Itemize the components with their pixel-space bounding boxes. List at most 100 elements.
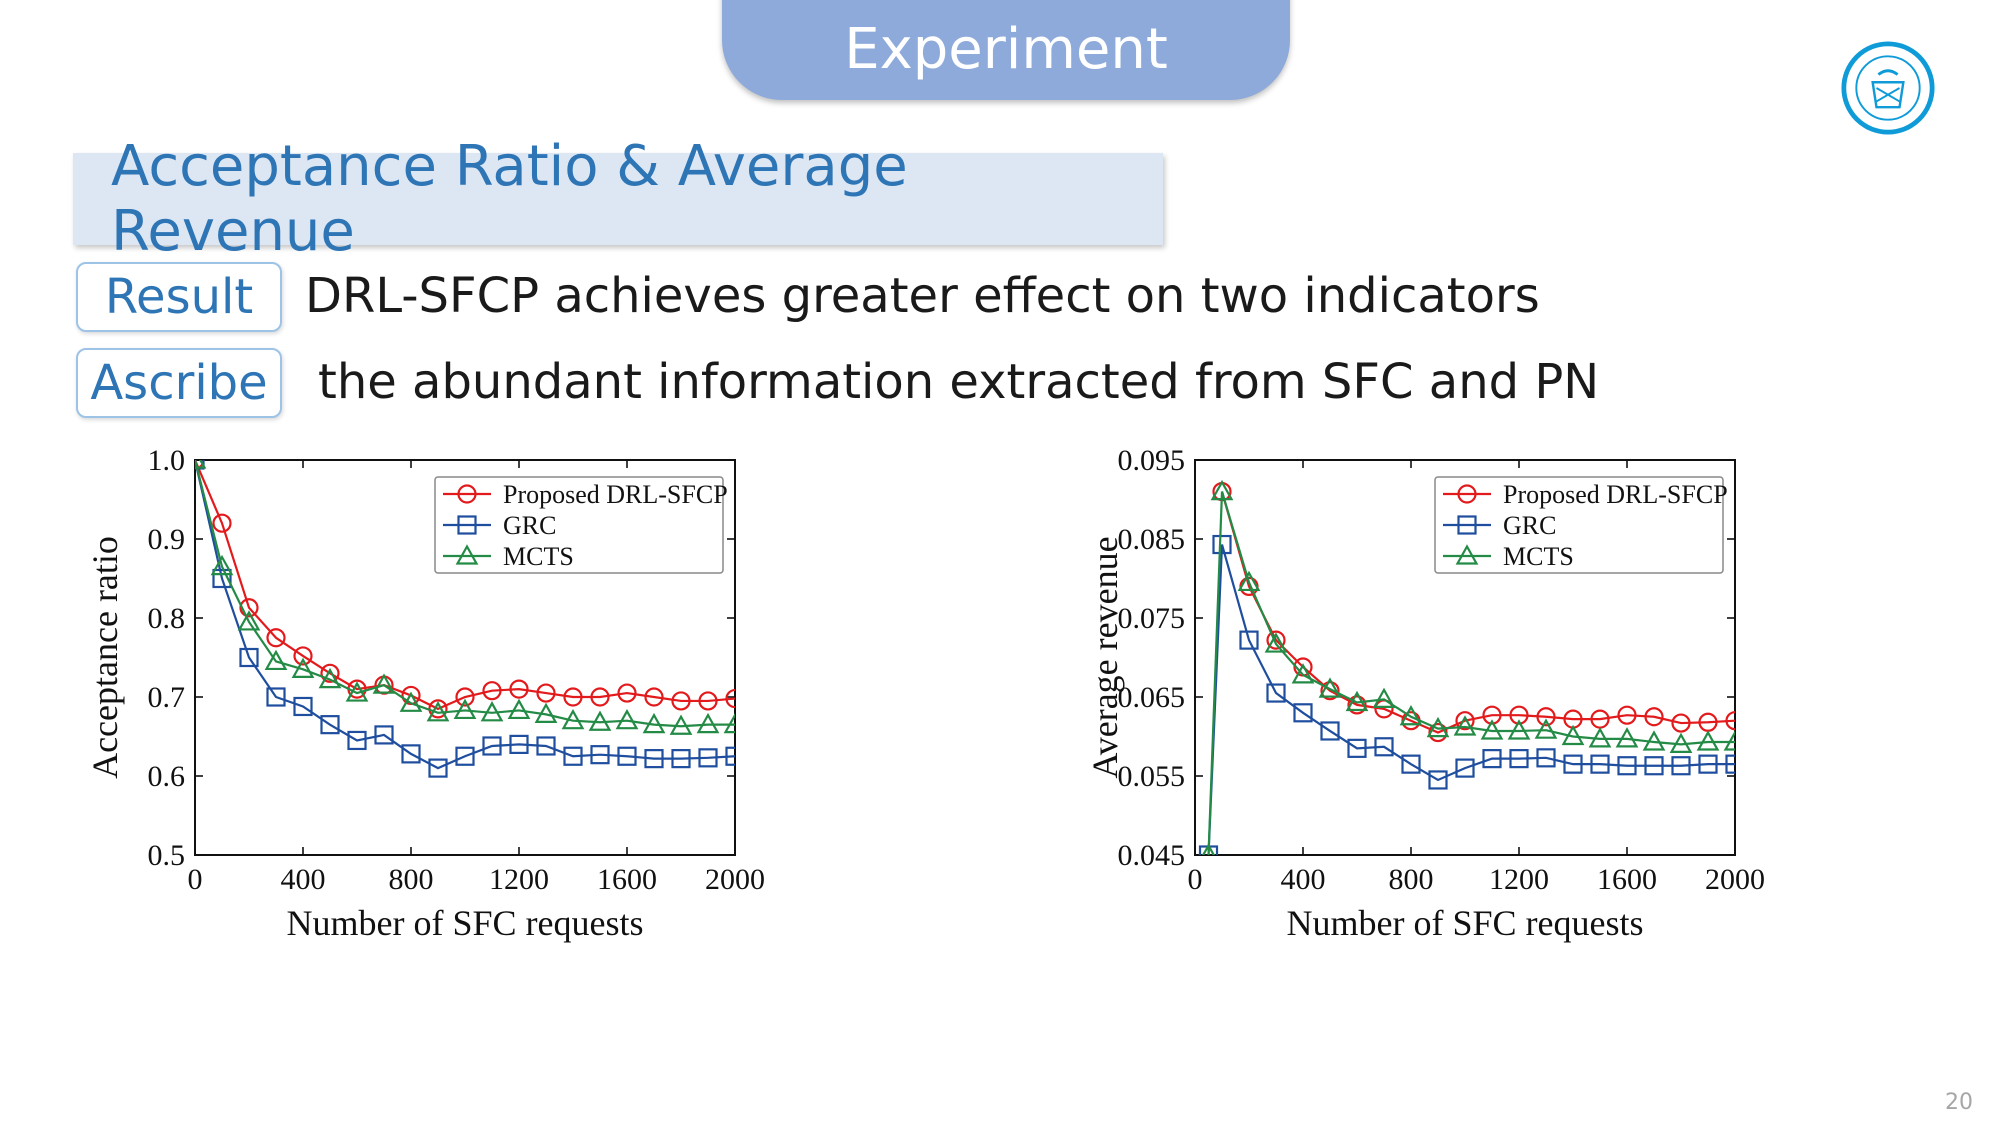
data-point-circle — [617, 683, 637, 703]
y-tick-label: 0.055 — [1118, 760, 1186, 793]
data-point-triangle — [1534, 718, 1558, 739]
legend-entry: Proposed DRL-SFCP — [503, 480, 728, 509]
data-point-triangle — [1642, 730, 1666, 751]
result-text: DRL-SFCP achieves greater effect on two … — [305, 268, 1540, 324]
data-point-triangle — [1507, 719, 1531, 740]
ascribe-text: the abundant information extracted from … — [318, 354, 1600, 410]
plot-frame — [194, 459, 736, 856]
data-point-square — [455, 746, 475, 766]
average-revenue-chart: 0 400 800 1200 1600 2000 0.045 0.055 0.065 0.075 0… — [1085, 445, 1765, 943]
data-point-square — [1536, 748, 1556, 768]
data-point-triangle — [1588, 727, 1612, 748]
data-point-triangle — [453, 698, 477, 720]
y-tick-label: 0.8 — [148, 602, 186, 635]
x-axis-label: Number of SFC requests — [1287, 903, 1644, 943]
data-point-circle — [590, 687, 610, 707]
data-point-square — [698, 748, 718, 768]
data-point-circle — [671, 691, 691, 711]
data-point-square — [536, 736, 556, 756]
data-point-circle — [455, 687, 475, 707]
data-point-circle — [1536, 707, 1556, 727]
data-point-circle — [1347, 695, 1367, 715]
legend-entry: Proposed DRL-SFCP — [1503, 480, 1728, 509]
legend-entry: GRC — [1503, 511, 1556, 540]
header-title: Experiment — [844, 16, 1168, 82]
data-point-square — [482, 736, 502, 756]
legend-marker-triangle — [1455, 544, 1479, 565]
data-point-square — [1401, 754, 1421, 774]
data-point-circle — [212, 513, 232, 533]
section-title: Acceptance Ratio & Average Revenue — [73, 134, 1163, 264]
x-tick-label: 1600 — [1597, 863, 1657, 896]
data-point-square — [590, 745, 610, 765]
data-point-triangle — [1210, 479, 1234, 501]
x-tick-label: 1600 — [597, 863, 657, 896]
data-point-triangle — [1318, 677, 1342, 698]
data-point-square — [1212, 534, 1232, 555]
result-tag-label: Result — [104, 269, 254, 325]
data-point-triangle — [615, 708, 639, 730]
x-tick-label: 400 — [1281, 863, 1326, 896]
ascribe-tag: Ascribe — [76, 348, 282, 418]
data-point-triangle — [642, 712, 666, 734]
data-point-square — [671, 749, 691, 769]
university-logo-icon — [1841, 41, 1935, 135]
data-point-circle — [1644, 707, 1664, 727]
data-point-circle — [644, 687, 664, 707]
data-point-square — [347, 730, 367, 751]
data-point-triangle — [1426, 716, 1450, 738]
x-tick-label: 1200 — [1489, 863, 1549, 896]
data-point-square — [293, 696, 313, 717]
data-point-square — [617, 746, 637, 766]
y-axis-label: Acceptance ratio — [85, 536, 125, 779]
data-point-triangle — [399, 691, 423, 712]
data-point-triangle — [318, 667, 342, 689]
data-point-triangle — [1723, 730, 1735, 751]
data-point-triangle — [1453, 715, 1477, 736]
legend-marker-circle — [457, 484, 477, 504]
data-point-triangle — [1561, 724, 1585, 746]
data-point-circle — [293, 646, 313, 666]
x-tick-label: 2000 — [705, 863, 765, 896]
data-point-square — [1428, 770, 1448, 790]
ascribe-tag-label: Ascribe — [90, 355, 268, 411]
data-point-triangle — [1615, 727, 1639, 748]
y-axis-label: Average revenue — [1085, 536, 1125, 778]
data-point-circle — [1320, 681, 1340, 701]
x-tick-label: 2000 — [1705, 863, 1765, 896]
x-tick-label: 800 — [1389, 863, 1434, 896]
data-point-triangle — [1264, 632, 1288, 653]
data-point-square — [1266, 683, 1286, 703]
series-line-square — [1207, 544, 1735, 855]
header-tab: Experiment — [722, 0, 1290, 100]
legend-entry: MCTS — [503, 542, 574, 571]
series-line-circle — [1220, 491, 1735, 734]
data-point-triangle — [1372, 687, 1396, 708]
legend-box — [1434, 476, 1724, 574]
legend-marker-square — [1457, 515, 1477, 535]
data-point-triangle — [1480, 719, 1504, 740]
plot-area — [195, 460, 735, 778]
data-point-circle — [725, 688, 735, 709]
data-point-triangle — [561, 708, 585, 730]
legend-entry: GRC — [503, 511, 556, 540]
legend-entry: MCTS — [1503, 542, 1574, 571]
data-point-square — [725, 746, 735, 766]
data-point-square — [266, 687, 286, 707]
y-tick-label: 0.9 — [148, 523, 186, 556]
y-tick-label: 0.6 — [148, 760, 186, 793]
data-point-triangle — [1669, 732, 1693, 753]
data-point-circle — [320, 663, 340, 683]
data-point-circle — [536, 683, 556, 703]
data-point-triangle — [1399, 704, 1423, 726]
data-point-circle — [239, 598, 259, 618]
data-point-circle — [266, 628, 286, 648]
data-point-triangle — [588, 710, 612, 731]
data-point-circle — [482, 681, 502, 701]
data-point-triangle — [210, 554, 234, 576]
data-point-triangle — [372, 673, 396, 694]
acceptance-ratio-chart: 0 400 800 1200 1600 2000 0.5 0.6 0.7 0.8 0.9 1.0 Num… — [85, 445, 765, 943]
data-point-square — [1347, 738, 1367, 758]
data-point-square — [1698, 754, 1718, 774]
data-point-square — [1644, 756, 1664, 776]
